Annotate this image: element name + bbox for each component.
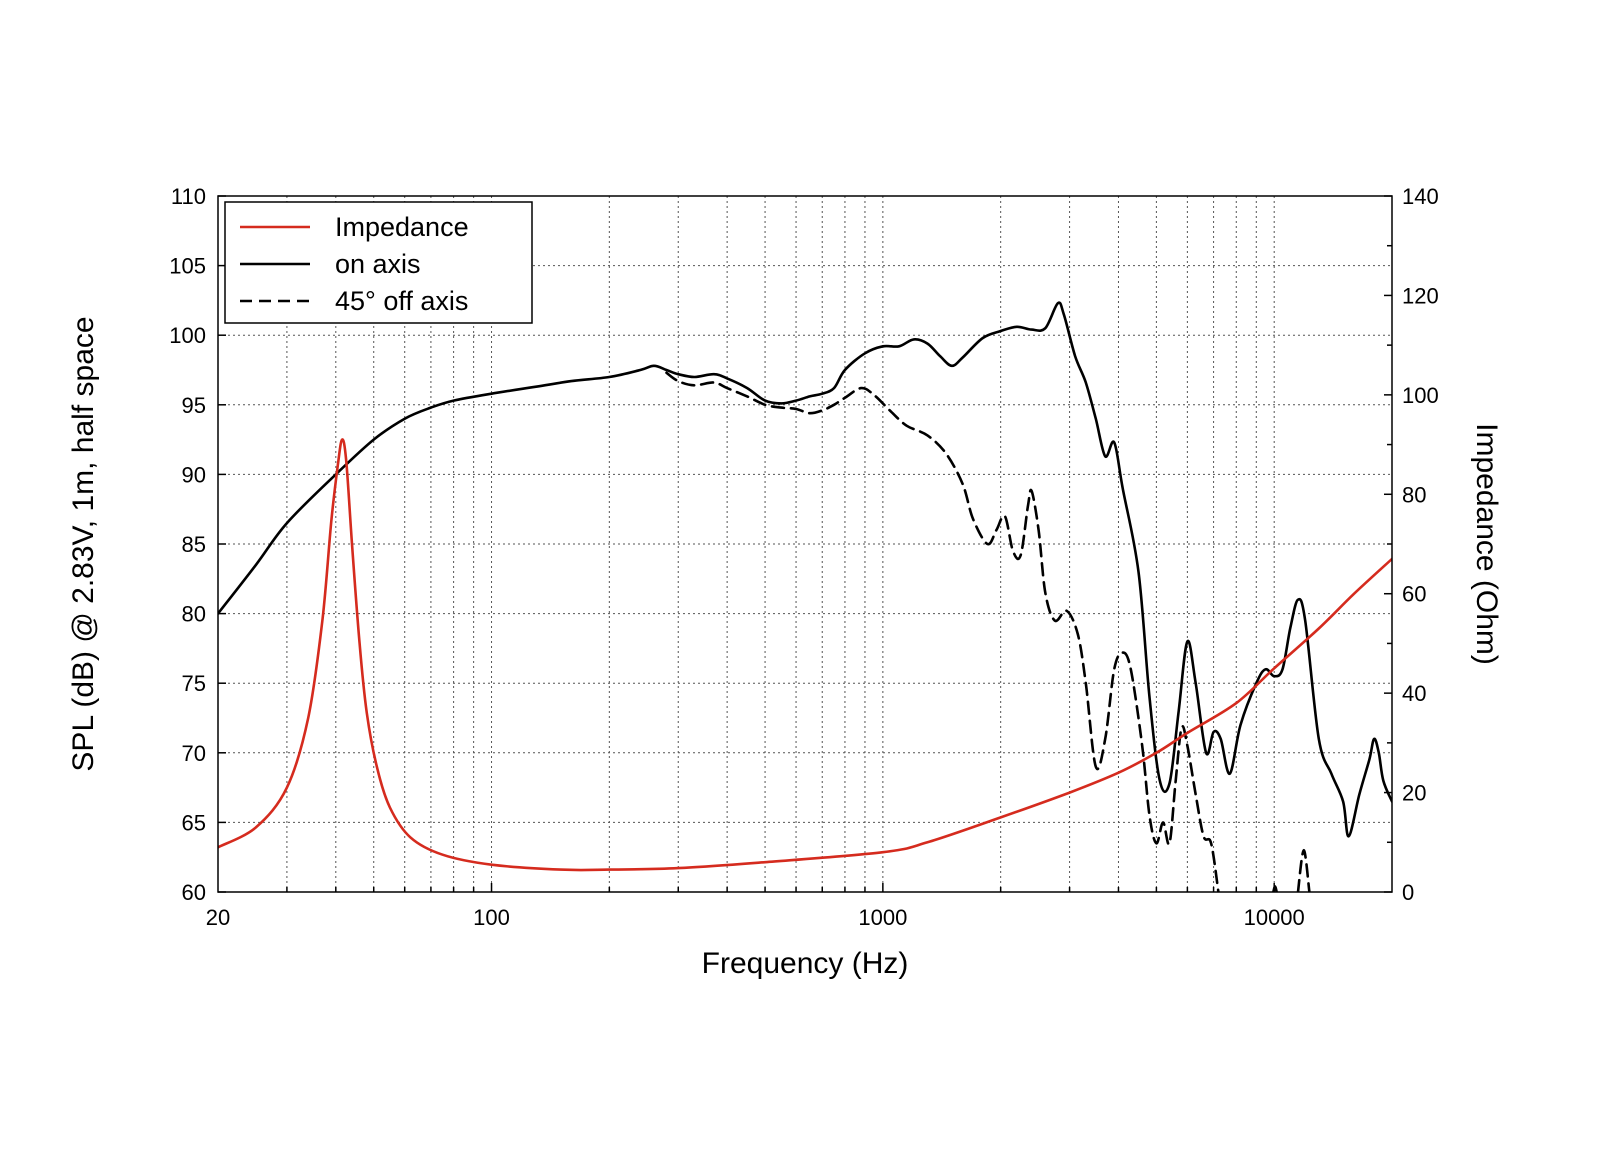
y2-tick-label: 20 xyxy=(1402,781,1426,806)
legend: Impedance on axis 45° off axis xyxy=(224,201,533,324)
y2-tick-label: 60 xyxy=(1402,582,1426,607)
series-group xyxy=(218,301,1392,892)
y-tick-label: 100 xyxy=(169,323,206,348)
x-tick-label: 1000 xyxy=(858,905,907,930)
x-tick-label: 100 xyxy=(473,905,510,930)
tick-labels: 60 65 70 75 80 85 90 95 100 105 110 0 20 40 60 80 100 120… xyxy=(169,184,1438,930)
x-tick-label: 20 xyxy=(206,905,230,930)
y2-tick-label: 120 xyxy=(1402,283,1439,308)
legend-label-impedance: Impedance xyxy=(335,212,469,242)
y-tick-label: 70 xyxy=(182,741,206,766)
y-tick-label: 95 xyxy=(182,393,206,418)
legend-label-off-axis: 45° off axis xyxy=(335,286,468,316)
series-line-on-axis xyxy=(218,301,1392,838)
axis-ticks xyxy=(218,195,1392,893)
y-tick-label: 110 xyxy=(171,184,206,209)
y2-tick-label: 100 xyxy=(1402,383,1439,408)
x-tick-label: 10000 xyxy=(1244,905,1305,930)
y2-tick-label: 40 xyxy=(1402,681,1426,706)
series-line-45-off-axis xyxy=(1296,848,1311,892)
y-tick-label: 75 xyxy=(182,671,206,696)
y-tick-label: 85 xyxy=(182,532,206,557)
legend-box xyxy=(224,201,533,324)
y2-tick-label: 0 xyxy=(1402,880,1414,905)
y-axis-title: SPL (dB) @ 2.83V, 1m, half space xyxy=(67,316,100,771)
x-axis-title: Frequency (Hz) xyxy=(702,947,909,980)
y-tick-label: 90 xyxy=(182,462,206,487)
y2-axis-title: Impedance (Ohm) xyxy=(1470,423,1503,665)
series-line-impedance xyxy=(218,438,1392,872)
legend-label-on-axis: on axis xyxy=(335,249,421,279)
series-line-45-off-axis xyxy=(665,371,1220,892)
y-tick-label: 60 xyxy=(182,880,206,905)
y2-tick-label: 140 xyxy=(1402,184,1439,209)
y-tick-label: 105 xyxy=(169,254,206,279)
y-tick-label: 65 xyxy=(182,810,206,835)
y-tick-label: 80 xyxy=(182,602,206,627)
y2-tick-label: 80 xyxy=(1402,482,1426,507)
